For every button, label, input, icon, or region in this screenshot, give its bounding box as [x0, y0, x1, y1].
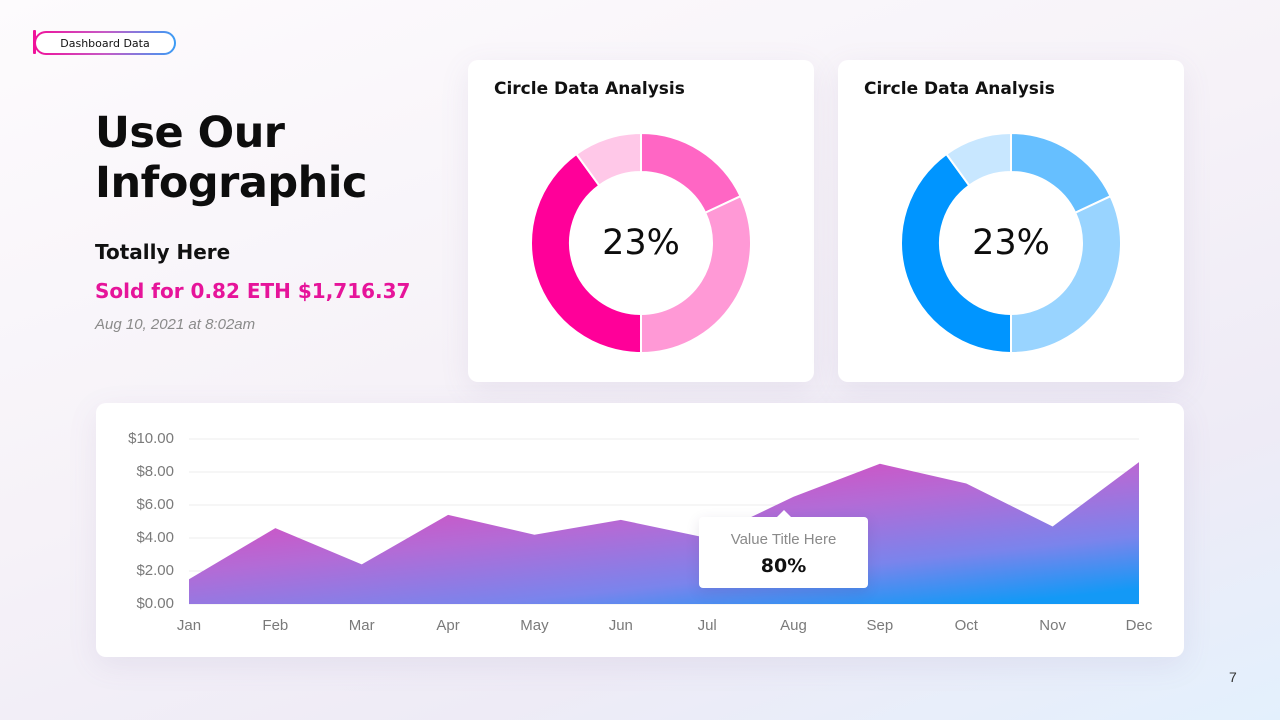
donut-card-pink: Circle Data Analysis 23%	[468, 60, 814, 382]
donut-segment	[640, 194, 752, 355]
x-tick-label: Jan	[176, 617, 202, 634]
donut-segment	[944, 131, 1012, 187]
x-tick-label: Dec	[1125, 617, 1153, 634]
card-title: Circle Data Analysis	[864, 79, 1055, 99]
x-tick-label: Jun	[608, 617, 633, 634]
title-line-1: Use Our	[95, 108, 285, 158]
sale-date: Aug 10, 2021 at 8:02am	[95, 316, 256, 333]
donut-svg	[900, 131, 1122, 355]
x-tick-label: May	[520, 617, 549, 634]
x-tick-label: Feb	[262, 617, 289, 634]
donut-chart-blue: 23%	[900, 131, 1122, 355]
tooltip-title: Value Title Here	[730, 531, 837, 548]
y-tick-label: $0.00	[136, 595, 174, 612]
y-tick-label: $6.00	[136, 496, 174, 513]
x-tick-label: Oct	[954, 617, 978, 634]
y-tick-label: $8.00	[136, 463, 174, 480]
y-tick-label: $2.00	[136, 562, 174, 579]
x-tick-label: Sep	[866, 617, 894, 634]
donut-svg	[530, 131, 752, 355]
page-number: 7	[1229, 669, 1237, 685]
donut-card-blue: Circle Data Analysis 23%	[838, 60, 1184, 382]
x-tick-label: Jul	[697, 617, 717, 634]
donut-segment	[900, 152, 1012, 355]
donut-segment	[1010, 194, 1122, 355]
page-title: Use Our Infographic	[95, 108, 367, 208]
tooltip-value: 80%	[760, 555, 807, 577]
x-tick-label: Nov	[1039, 617, 1066, 634]
subtitle: Totally Here	[95, 240, 231, 264]
y-tick-label: $4.00	[136, 529, 174, 546]
y-tick-label: $10.00	[128, 430, 174, 447]
donut-chart-pink: 23%	[530, 131, 752, 355]
badge-label: Dashboard Data	[36, 33, 174, 53]
x-tick-label: Aug	[780, 617, 807, 634]
donut-segment	[574, 131, 642, 187]
x-tick-label: Mar	[348, 617, 375, 634]
sold-price-text: Sold for 0.82 ETH $1,716.37	[95, 279, 411, 303]
title-line-2: Infographic	[95, 158, 367, 208]
x-tick-label: Apr	[436, 617, 460, 634]
donut-center-value: 23%	[972, 223, 1050, 263]
dashboard-data-badge: Dashboard Data	[34, 31, 176, 55]
donut-segment	[530, 152, 642, 355]
value-tooltip: Value Title Here 80%	[699, 510, 868, 588]
donut-center-value: 23%	[602, 223, 680, 263]
card-title: Circle Data Analysis	[494, 79, 685, 99]
